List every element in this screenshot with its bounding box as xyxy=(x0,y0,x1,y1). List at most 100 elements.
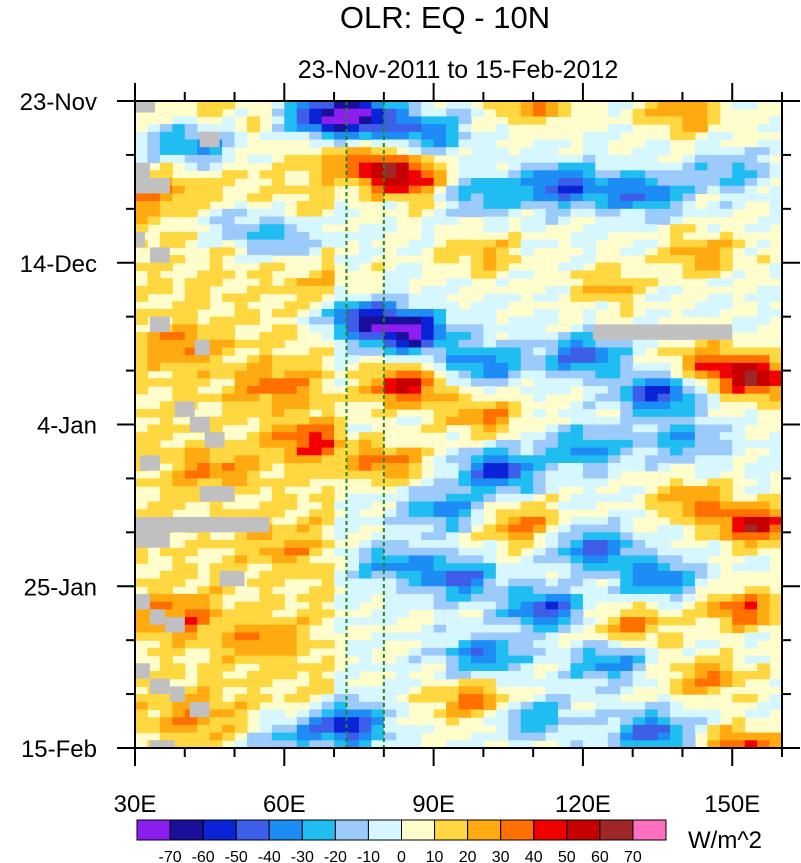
field-cell xyxy=(383,339,397,349)
field-cell xyxy=(421,555,435,564)
field-cell xyxy=(234,131,248,141)
field-cell xyxy=(682,447,696,456)
field-cell xyxy=(433,609,447,618)
field-cell xyxy=(135,617,149,626)
field-cell xyxy=(520,601,534,610)
field-cell xyxy=(694,185,708,195)
field-cell xyxy=(296,455,310,464)
field-cell xyxy=(184,593,198,603)
field-cell xyxy=(284,555,298,564)
field-cell xyxy=(645,162,659,171)
field-cell xyxy=(147,339,161,349)
field-cell xyxy=(234,139,248,148)
field-cell xyxy=(607,278,621,287)
field-cell xyxy=(470,640,484,649)
field-cell xyxy=(732,609,746,618)
field-cell xyxy=(558,601,572,610)
field-cell xyxy=(570,154,584,164)
field-cell xyxy=(321,393,335,402)
field-cell xyxy=(246,224,261,233)
field-cell xyxy=(707,686,721,695)
field-cell xyxy=(396,178,410,187)
field-cell xyxy=(458,486,472,495)
field-cell xyxy=(159,378,173,387)
field-cell xyxy=(296,547,310,557)
field-cell xyxy=(670,717,684,726)
field-cell xyxy=(757,216,771,225)
field-cell xyxy=(259,670,273,680)
field-cell xyxy=(657,486,671,495)
field-cell xyxy=(670,601,684,610)
field-cell xyxy=(222,555,236,564)
field-cell xyxy=(371,378,385,387)
field-cell xyxy=(545,601,559,610)
field-cell xyxy=(545,694,559,703)
field-cell xyxy=(757,509,771,518)
field-cell xyxy=(408,239,422,248)
field-cell xyxy=(147,694,161,703)
field-cell xyxy=(334,701,348,711)
field-cell xyxy=(284,532,298,541)
field-cell xyxy=(632,285,646,295)
field-cell xyxy=(520,224,534,233)
field-cell xyxy=(309,393,323,402)
field-cell xyxy=(707,470,721,480)
field-cell xyxy=(508,324,522,333)
field-cell xyxy=(645,185,659,195)
field-cell xyxy=(234,447,248,456)
field-cell xyxy=(694,170,708,179)
field-cell xyxy=(259,694,273,703)
field-cell xyxy=(570,162,584,171)
field-cell xyxy=(483,193,497,202)
field-cell xyxy=(135,362,149,372)
field-cell xyxy=(296,555,310,564)
field-cell xyxy=(545,316,559,325)
field-cell xyxy=(483,632,497,641)
field-cell xyxy=(147,501,161,510)
field-cell xyxy=(222,609,236,618)
field-cell xyxy=(209,593,223,603)
field-cell xyxy=(334,378,348,387)
field-cell xyxy=(358,701,372,711)
field-cell xyxy=(707,178,721,187)
field-cell xyxy=(682,424,696,433)
field-cell xyxy=(371,532,385,541)
field-cell xyxy=(607,724,621,734)
field-cell xyxy=(769,593,782,603)
field-cell xyxy=(147,701,161,711)
field-cell xyxy=(620,216,634,225)
field-cell xyxy=(433,139,447,148)
field-cell xyxy=(172,647,186,657)
field-cell xyxy=(769,208,782,218)
field-cell xyxy=(558,362,572,372)
field-cell xyxy=(732,316,746,325)
field-cell xyxy=(483,470,497,480)
field-cell xyxy=(757,478,771,487)
field-cell xyxy=(470,424,484,433)
field-cell xyxy=(371,717,385,726)
field-cell xyxy=(321,216,335,225)
field-cell xyxy=(470,401,484,410)
missing-data-patch xyxy=(164,617,185,633)
field-cell xyxy=(483,362,497,372)
field-cell xyxy=(620,339,634,349)
field-cell xyxy=(570,324,584,333)
field-cell xyxy=(446,139,460,148)
field-cell xyxy=(334,624,348,634)
field-cell xyxy=(234,555,248,564)
field-cell xyxy=(694,663,708,672)
field-cell xyxy=(408,486,422,495)
field-cell xyxy=(495,370,509,379)
field-cell xyxy=(159,362,173,372)
field-cell xyxy=(657,578,671,587)
field-cell xyxy=(408,162,422,171)
field-cell xyxy=(495,647,509,657)
field-cell xyxy=(296,124,310,133)
field-cell xyxy=(495,185,509,195)
field-cell xyxy=(595,401,609,410)
field-cell xyxy=(135,339,149,349)
field-cell xyxy=(222,385,236,395)
field-cell xyxy=(222,339,236,349)
field-cell xyxy=(670,724,684,734)
